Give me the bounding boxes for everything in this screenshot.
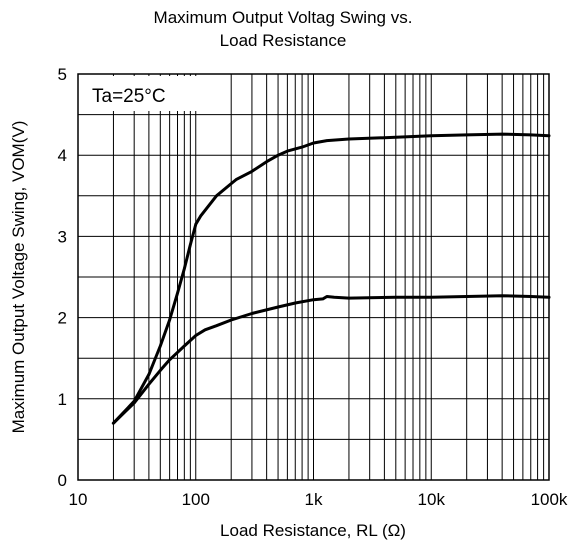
x-tick-label: 100k [531, 490, 568, 509]
y-tick-label: 5 [58, 65, 67, 84]
x-tick-label: 100 [182, 490, 210, 509]
grid [78, 74, 549, 480]
axis-ticks: 10 100 1k 10k 100k 0 1 2 3 4 5 [58, 65, 568, 509]
x-axis-label: Load Resistance, RL (Ω) [220, 521, 406, 540]
chart-title-line-1: Maximum Output Voltag Swing vs. [154, 8, 413, 27]
y-tick-label: 1 [58, 390, 67, 409]
annotation-box [80, 76, 198, 111]
y-tick-label: 4 [58, 146, 67, 165]
x-tick-label: 10k [418, 490, 446, 509]
series-line-1 [111, 132, 551, 425]
series-line-2 [111, 294, 551, 425]
y-tick-label: 0 [58, 471, 67, 490]
series-group [111, 132, 551, 425]
chart-title-line-2: Load Resistance [220, 31, 347, 50]
x-tick-label: 10 [69, 490, 88, 509]
y-tick-label: 3 [58, 227, 67, 246]
annotation-text: Ta=25°C [92, 86, 166, 107]
plot-frame [77, 73, 550, 481]
y-tick-label: 2 [58, 309, 67, 328]
x-tick-label: 1k [305, 490, 323, 509]
y-axis-label: Maximum Output Voltage Swing, VOM(V) [9, 121, 28, 434]
